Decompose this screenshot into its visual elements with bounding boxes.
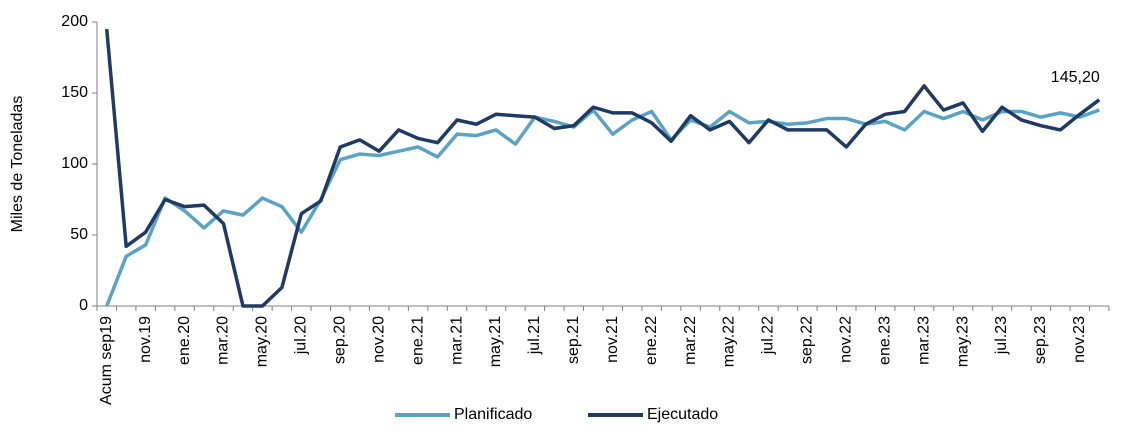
x-tick-label: nov.21 — [604, 316, 621, 363]
legend-label: Planificado — [454, 406, 532, 423]
x-tick-label: jul.21 — [526, 316, 543, 355]
x-tick-label: mar.23 — [915, 316, 932, 365]
x-tick-label: mar.22 — [682, 316, 699, 365]
legend-label: Ejecutado — [647, 406, 718, 423]
x-tick-label: ene.21 — [409, 316, 426, 365]
y-axis-label: Miles de Toneladas — [9, 96, 26, 233]
y-tick-label: 100 — [61, 155, 88, 172]
x-tick-label: ene.23 — [876, 316, 893, 365]
x-tick-label: may.20 — [254, 316, 271, 367]
x-tick-label: jul.22 — [760, 316, 777, 355]
x-tick-label: may.23 — [954, 316, 971, 367]
y-tick-label: 0 — [79, 297, 88, 314]
x-tick-label: ene.22 — [643, 316, 660, 365]
x-tick-label: may.22 — [721, 316, 738, 367]
x-tick-label: nov.20 — [370, 316, 387, 363]
line-series — [104, 28, 1101, 308]
y-tick-label: 150 — [61, 84, 88, 101]
y-tick-label: 50 — [70, 226, 88, 243]
x-tick-label: sep.21 — [565, 316, 582, 364]
x-tick-label: nov.23 — [1071, 316, 1088, 363]
x-tick-label: nov.19 — [137, 316, 154, 363]
x-tick-label: ene.20 — [176, 316, 193, 365]
x-tick-label: jul.20 — [293, 316, 310, 355]
x-tick-label: sep.23 — [1032, 316, 1049, 364]
x-tick-label: may.21 — [487, 316, 504, 367]
line-series — [105, 108, 1100, 307]
x-tick-label: jul.23 — [993, 316, 1010, 355]
x-tick-label: sep.20 — [331, 316, 348, 364]
x-tick-label: mar.20 — [215, 316, 232, 365]
x-tick-label: nov.22 — [837, 316, 854, 363]
y-tick-label: 200 — [61, 13, 88, 30]
x-tick-label: sep.22 — [799, 316, 816, 364]
data-label: 145,20 — [1051, 69, 1100, 86]
x-tick-label: Acum sep19 — [98, 316, 115, 405]
x-tick-label: mar.21 — [448, 316, 465, 365]
